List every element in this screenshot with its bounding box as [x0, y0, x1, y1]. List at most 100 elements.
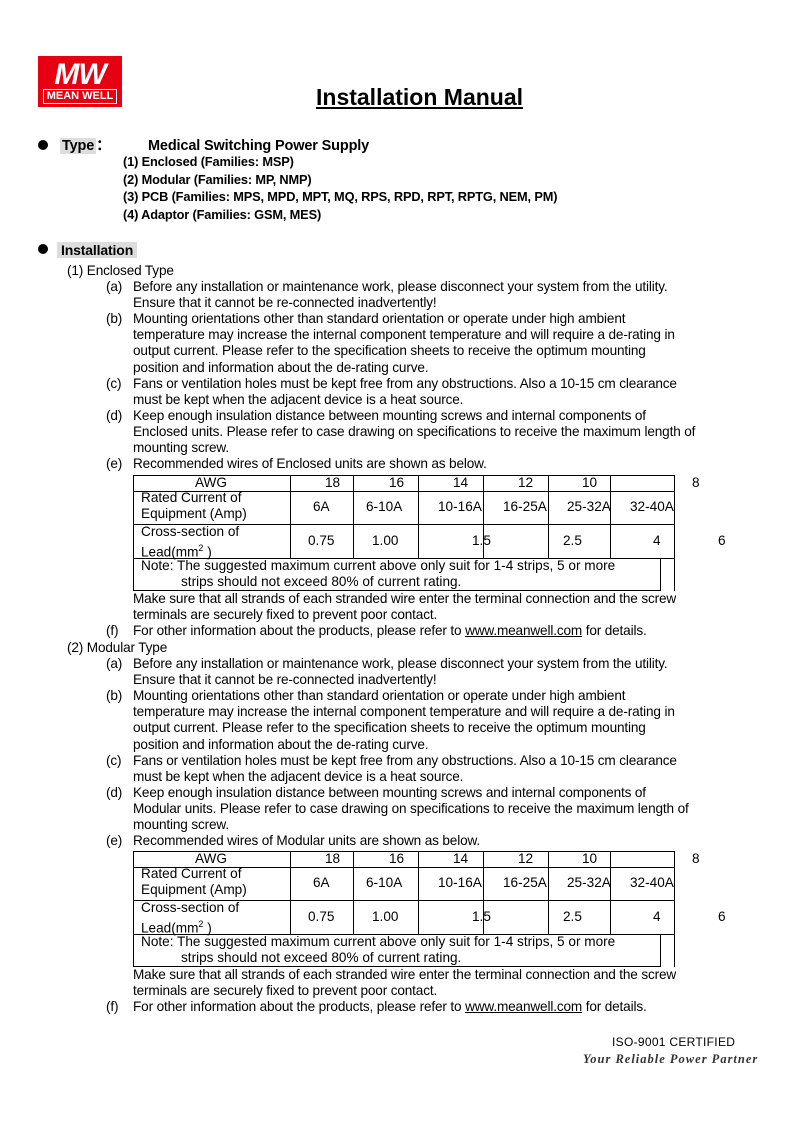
- item-text: temperature may increase the internal co…: [133, 327, 675, 343]
- awg-label: AWG: [195, 475, 227, 490]
- meanwell-link[interactable]: www.meanwell.com: [465, 623, 583, 638]
- table-note: Note: The suggested maximum current abov…: [141, 558, 616, 573]
- awg-value: 18: [325, 475, 341, 490]
- table-rule: [418, 475, 419, 559]
- item-text: Recommended wires of Enclosed units are …: [133, 456, 487, 472]
- table-rule: [133, 558, 674, 559]
- current-value: 6-10A: [366, 499, 403, 514]
- item-label: (c): [106, 752, 122, 768]
- current-label: Rated Current of: [141, 490, 242, 505]
- table-note: strips should not exceed 80% of current …: [181, 950, 462, 965]
- current-value: 32-40A: [630, 499, 674, 514]
- item-label: (d): [106, 407, 123, 423]
- item-label: (a): [106, 656, 123, 671]
- table-rule: [353, 475, 354, 559]
- awg-value: 10: [582, 475, 598, 490]
- item-text: Fans or ventilation holes must be kept f…: [133, 375, 677, 391]
- cross-section-value: 4: [653, 533, 661, 548]
- table-rule: [133, 524, 674, 525]
- unit-text: Lead(mm: [141, 544, 199, 560]
- current-label: Equipment (Amp): [141, 882, 247, 897]
- table-rule: [133, 851, 134, 967]
- current-label: Equipment (Amp): [141, 506, 247, 521]
- cross-section-value: 1.5: [472, 533, 491, 548]
- item-text: Fans or ventilation holes must be kept f…: [133, 752, 677, 768]
- item-text: must be kept when the adjacent device is…: [133, 768, 464, 784]
- table-note: strips should not exceed 80% of current …: [181, 574, 462, 589]
- item-text: Before any installation or maintenance w…: [133, 656, 668, 671]
- item-label: (b): [106, 688, 123, 704]
- installation-heading: Installation: [57, 242, 138, 258]
- cross-section-value: 1.00: [372, 909, 399, 924]
- logo-name: MEAN WELL: [43, 89, 117, 104]
- cross-section-value: 6: [718, 909, 726, 924]
- page-title: Installation Manual: [316, 84, 524, 110]
- unit-close: ): [203, 544, 212, 560]
- table-rule: [610, 851, 611, 935]
- current-value: 25-32A: [567, 499, 611, 514]
- cross-section-value: 2.5: [563, 909, 582, 924]
- item-label: (d): [106, 784, 123, 800]
- current-label: Rated Current of: [141, 866, 242, 881]
- table-rule: [660, 558, 661, 591]
- current-value: 25-32A: [567, 875, 611, 890]
- current-value: 6A: [313, 499, 330, 514]
- bullet-icon: [38, 140, 48, 150]
- item-text: output current. Please refer to the spec…: [133, 720, 646, 736]
- item-label: (b): [106, 311, 123, 327]
- item-text: Mounting orientations other than standar…: [133, 688, 626, 704]
- current-value: 6A: [313, 875, 330, 890]
- table-rule: [674, 475, 675, 591]
- unit-text: Lead(mm: [141, 920, 199, 936]
- cross-section-label: Cross-section of: [141, 524, 240, 539]
- item-label: (e): [106, 833, 123, 849]
- cross-section-value: 1.5: [472, 909, 491, 924]
- after-table-text: terminals are securely fixed to prevent …: [133, 983, 438, 998]
- table-rule: [133, 475, 134, 591]
- current-value: 6-10A: [366, 875, 403, 890]
- table-rule: [290, 851, 291, 935]
- meanwell-link[interactable]: www.meanwell.com: [465, 999, 583, 1014]
- awg-value: 18: [325, 851, 341, 866]
- table-rule: [133, 590, 661, 591]
- unit-sup: 2: [198, 919, 204, 929]
- table-rule: [133, 900, 674, 901]
- cross-section-value: 0.75: [308, 533, 335, 548]
- table-rule: [133, 867, 674, 868]
- table-rule: [290, 475, 291, 559]
- f-text-end: for details.: [582, 999, 647, 1014]
- item-text: must be kept when the adjacent device is…: [133, 391, 464, 407]
- type-heading: Medical Switching Power Supply: [148, 138, 370, 154]
- cross-section-value: 0.75: [308, 909, 335, 924]
- item-text: Before any installation or maintenance w…: [133, 279, 668, 294]
- item-text: Ensure that it cannot be re-connected in…: [133, 672, 437, 688]
- cross-section-value: 2.5: [563, 533, 582, 548]
- mean-well-logo: MW MEAN WELL: [38, 56, 122, 107]
- item-text: temperature may increase the internal co…: [133, 704, 675, 720]
- item-label: (e): [106, 456, 123, 472]
- cross-section-unit: Lead(mm2 ): [141, 916, 212, 937]
- current-value: 16-25A: [503, 499, 547, 514]
- item-text: For other information about the products…: [133, 623, 647, 639]
- awg-value: 16: [389, 475, 405, 490]
- after-table-text: terminals are securely fixed to prevent …: [133, 607, 438, 622]
- item-text: position and information about the de-ra…: [133, 736, 429, 752]
- awg-value: 14: [453, 851, 469, 866]
- f-text: For other information about the products…: [133, 999, 466, 1014]
- awg-label: AWG: [195, 851, 227, 866]
- current-value: 16-25A: [503, 875, 547, 890]
- table-rule: [133, 475, 674, 476]
- f-text: For other information about the products…: [133, 623, 466, 638]
- item-text: For other information about the products…: [133, 999, 647, 1015]
- cross-section-unit: Lead(mm2 ): [141, 540, 212, 561]
- item-text: position and information about the de-ra…: [133, 359, 429, 375]
- section-heading: (2) Modular Type: [67, 640, 168, 655]
- type-item: (4) Adaptor (Families: GSM, MES): [123, 206, 322, 222]
- item-text: Keep enough insulation distance between …: [133, 407, 646, 423]
- type-item: (3) PCB (Families: MPS, MPD, MPT, MQ, RP…: [123, 189, 558, 204]
- item-text: Keep enough insulation distance between …: [133, 784, 646, 800]
- awg-value: 10: [582, 851, 598, 866]
- awg-value: 12: [518, 851, 534, 866]
- cross-section-value: 1.00: [372, 533, 399, 548]
